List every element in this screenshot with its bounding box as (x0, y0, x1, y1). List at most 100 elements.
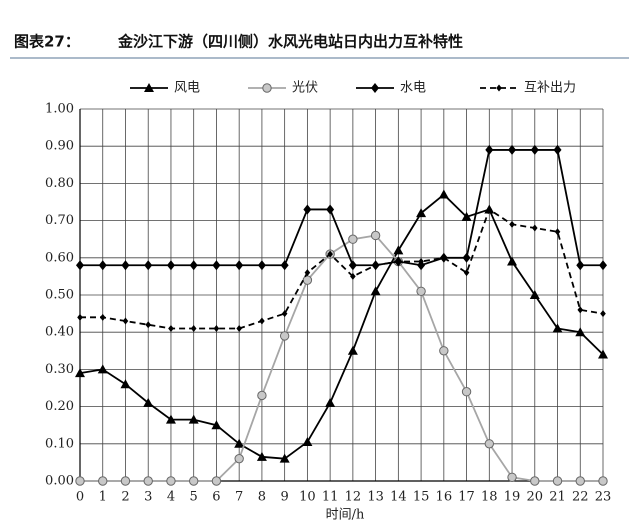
data-point (143, 476, 153, 486)
data-point (484, 439, 495, 449)
data-point (507, 472, 517, 482)
data-point (190, 324, 197, 332)
data-point (76, 260, 84, 271)
data-point (348, 234, 358, 244)
data-point (507, 256, 518, 266)
data-point (326, 204, 335, 215)
data-point (350, 272, 356, 280)
x-tick-label: 6 (212, 490, 220, 505)
data-point (235, 260, 244, 271)
data-point (256, 451, 267, 461)
data-point (416, 208, 427, 218)
legend-marker (262, 83, 272, 93)
data-point (509, 220, 515, 228)
data-point (370, 230, 381, 241)
x-tick-label: 17 (458, 490, 475, 505)
data-point (257, 390, 267, 401)
data-point (279, 331, 290, 341)
legend-label: 水电 (400, 81, 426, 96)
data-point (577, 306, 584, 314)
data-point (598, 476, 608, 486)
y-tick-label: 0.90 (45, 139, 74, 154)
x-tick-label: 19 (504, 490, 521, 505)
data-point (302, 275, 313, 285)
data-point (599, 260, 607, 271)
data-point (211, 420, 222, 430)
data-point (75, 476, 85, 486)
data-point (120, 476, 131, 486)
data-point (462, 252, 471, 263)
y-tick-label: 1.00 (45, 102, 74, 117)
data-point (188, 476, 199, 486)
data-point (372, 261, 379, 269)
data-point (393, 245, 404, 255)
data-point (552, 323, 563, 333)
data-point (508, 144, 517, 155)
x-tick-label: 15 (413, 490, 430, 505)
legend-label: 光伏 (292, 81, 318, 96)
x-tick-label: 23 (595, 490, 612, 505)
x-tick-label: 13 (367, 490, 384, 505)
data-point (121, 260, 130, 271)
data-point (417, 260, 426, 271)
x-tick-label: 9 (281, 490, 289, 505)
data-point (145, 321, 152, 329)
series-line (80, 149, 603, 267)
data-point (303, 204, 312, 215)
data-point (530, 476, 540, 486)
data-point (281, 310, 288, 318)
x-tick-label: 10 (299, 490, 316, 505)
data-point (347, 345, 358, 355)
y-tick-label: 0.30 (45, 362, 74, 377)
x-tick-label: 22 (572, 490, 589, 505)
data-point (529, 290, 540, 299)
data-point (98, 260, 107, 271)
x-tick-label: 1 (99, 490, 107, 505)
data-point (600, 310, 606, 318)
data-point (438, 189, 449, 199)
data-point (143, 397, 154, 407)
data-point (418, 258, 424, 266)
data-point (166, 260, 175, 271)
data-point (166, 476, 176, 486)
legend-marker (496, 84, 502, 92)
data-point (302, 436, 313, 446)
x-tick-label: 20 (527, 490, 544, 505)
data-point (395, 258, 402, 266)
data-point (327, 250, 333, 258)
data-point (575, 476, 585, 486)
data-point (165, 414, 176, 424)
x-tick-label: 4 (167, 490, 175, 505)
figure-label: 图表27： (14, 33, 80, 51)
y-tick-label: 0.20 (45, 399, 74, 414)
data-point (280, 260, 289, 271)
data-point (259, 317, 265, 325)
x-tick-label: 16 (436, 490, 453, 505)
data-point (75, 368, 85, 378)
data-point (486, 205, 493, 213)
data-point (441, 254, 447, 262)
data-point (576, 260, 585, 271)
data-point (168, 324, 174, 332)
x-tick-label: 12 (345, 490, 362, 505)
data-point (98, 476, 108, 486)
data-point (234, 453, 244, 464)
y-tick-label: 0.70 (45, 213, 74, 228)
data-point (461, 387, 472, 397)
x-tick-label: 18 (481, 490, 498, 505)
y-tick-label: 0.10 (45, 436, 74, 451)
data-point (279, 453, 290, 463)
data-point (144, 260, 153, 271)
series-line (79, 193, 604, 460)
data-point (553, 144, 562, 155)
data-point (461, 211, 472, 221)
data-point (212, 260, 221, 271)
y-tick-label: 0.50 (45, 288, 74, 303)
x-tick-label: 11 (322, 490, 339, 505)
data-point (531, 224, 538, 232)
x-tick-label: 3 (144, 490, 152, 505)
series-line (80, 208, 604, 330)
x-tick-label: 0 (76, 490, 84, 505)
legend-marker (371, 83, 379, 93)
y-tick-label: 0.80 (45, 176, 74, 191)
